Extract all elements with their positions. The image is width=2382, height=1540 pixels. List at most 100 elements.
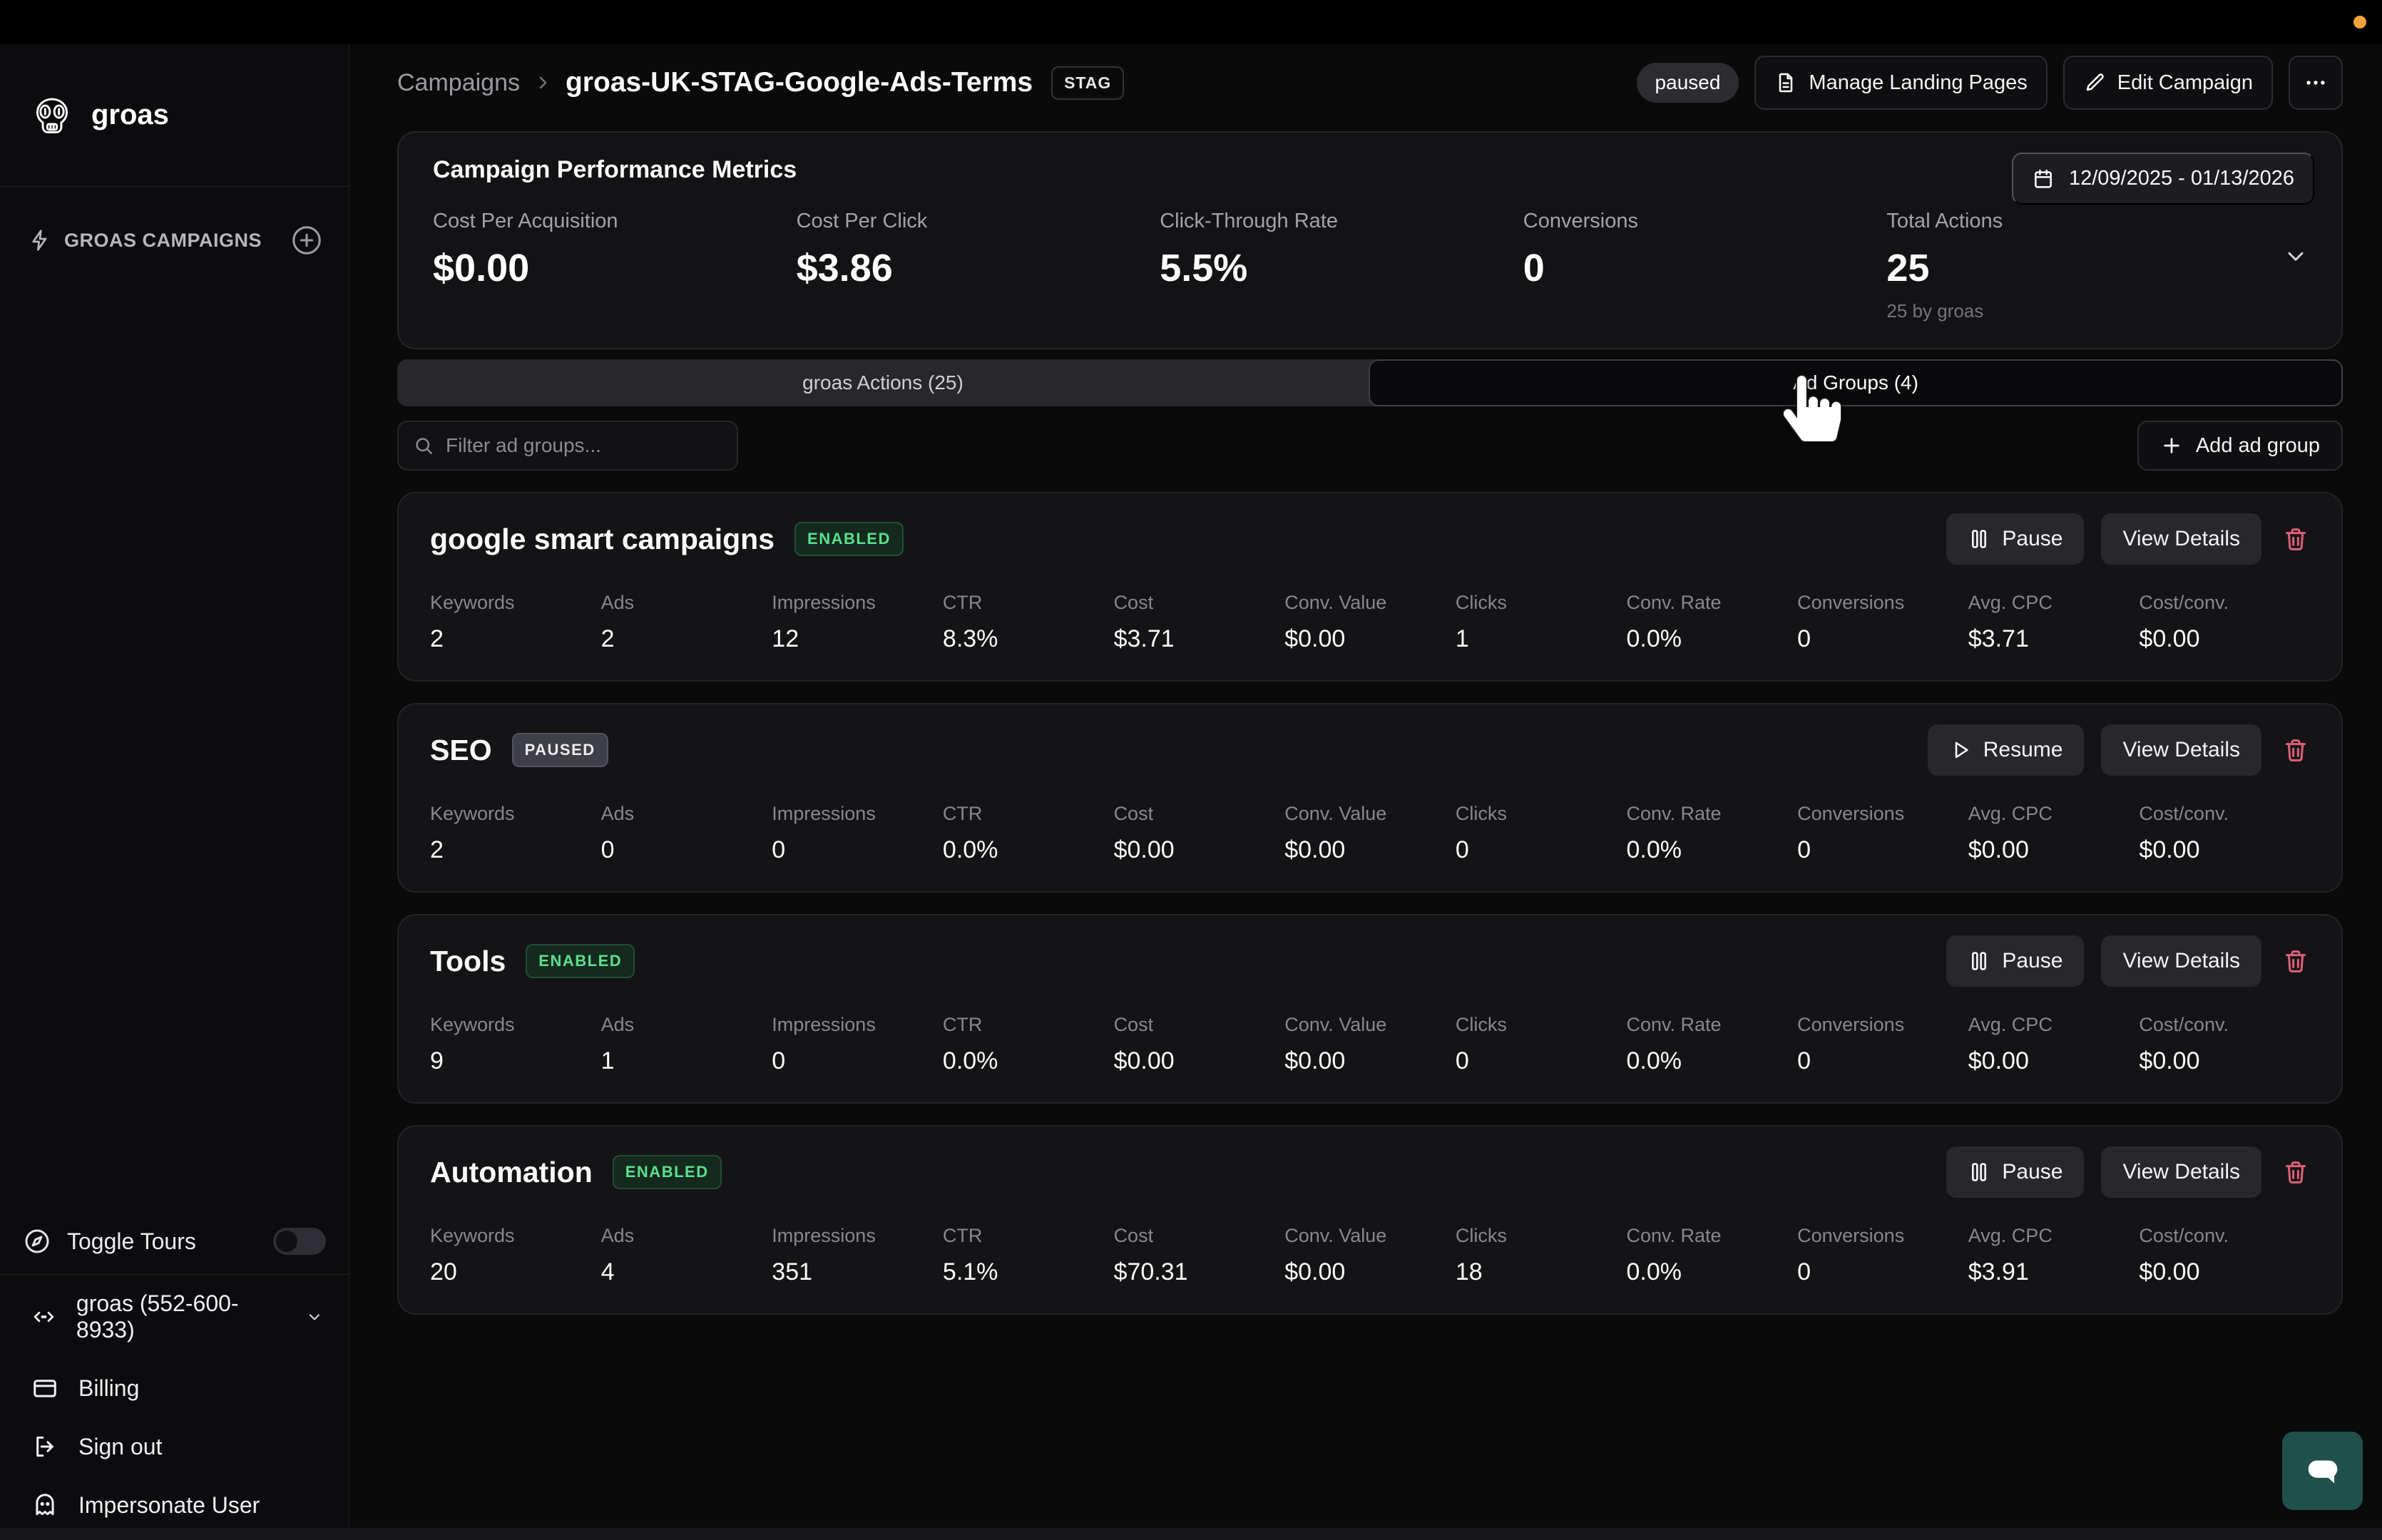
stat-value: $0.00 [2139,836,2200,863]
chat-launcher-button[interactable] [2282,1432,2363,1510]
stat-cell: Ads 0 [601,803,772,864]
delete-ad-group-button[interactable] [2279,525,2310,553]
stat-label: Ads [600,803,635,824]
stat-label: Cost/conv. [2139,1014,2229,1035]
ad-group-status-badge: ENABLED [612,1155,722,1189]
stat-value: $0.00 [2139,1047,2200,1074]
stat-value: $0.00 [1284,1047,1346,1074]
stat-value: 8.3% [942,625,998,652]
expand-metrics-chevron-icon[interactable] [2283,243,2309,269]
stat-cell: Conv. Rate 0.0% [1626,1225,1797,1286]
stat-label: CTR [942,592,983,613]
stat-cell: Ads 2 [601,592,772,653]
tab-groas-actions[interactable]: groas Actions (25) [397,359,1369,406]
stat-label: Cost/conv. [2139,1225,2229,1246]
stat-label: Clicks [1455,1014,1507,1035]
stat-value: 2 [430,625,444,652]
stat-label: Conv. Value [1284,592,1387,613]
stat-value: 0.0% [1626,1047,1682,1074]
ad-group-name: google smart campaigns [430,522,775,555]
view-details-button[interactable]: View Details [2101,935,2261,987]
brand-logo: groas [0,44,349,187]
pause-resume-label: Resume [1983,738,2063,761]
stat-cell: Keywords 9 [430,1014,601,1075]
toggle-tours-switch[interactable] [273,1228,326,1255]
sidebar-item-account[interactable]: groas (552-600-8933) [0,1275,349,1359]
stat-cell: Conv. Value $0.00 [1284,1014,1456,1075]
stat-cell: Clicks 0 [1456,803,1627,864]
stat-label: Conv. Value [1284,1225,1387,1246]
trash-icon [2286,1161,2306,1184]
compass-icon [25,1229,49,1253]
metric-cost-per-click: Cost Per Click $3.86 [797,210,1160,322]
add-ad-group-button[interactable]: Add ad group [2137,421,2343,471]
stat-cell: Ads 4 [601,1225,772,1286]
ad-group-status-badge: PAUSED [511,733,608,767]
stat-label: Conv. Rate [1626,803,1722,824]
stat-label: Conv. Rate [1626,592,1722,613]
date-range-button[interactable]: 12/09/2025 - 01/13/2026 [2011,153,2314,205]
view-details-button[interactable]: View Details [2101,724,2261,776]
tab-ad-groups[interactable]: Ad Groups (4) [1369,359,2343,406]
stat-cell: Impressions 12 [772,592,943,653]
stat-value: $3.71 [1968,625,2029,652]
pause-icon [1972,952,1987,970]
view-details-button[interactable]: View Details [2101,1146,2261,1198]
stat-value: 0.0% [1626,625,1682,652]
stat-cell: Cost $70.31 [1114,1225,1285,1286]
more-options-button[interactable] [2289,56,2343,110]
stat-value: 9 [430,1047,444,1074]
page-title: groas-UK-STAG-Google-Ads-Terms [565,67,1033,98]
stat-cell: Avg. CPC $3.71 [1968,592,2140,653]
delete-ad-group-button[interactable] [2279,736,2310,764]
pause-resume-button[interactable]: Pause [1946,513,2085,565]
add-campaign-button[interactable] [290,224,323,257]
stat-label: Conv. Rate [1626,1225,1722,1246]
manage-landing-pages-button[interactable]: Manage Landing Pages [1754,56,2048,110]
pause-icon [1972,530,1987,548]
pause-resume-button[interactable]: Pause [1946,1146,2085,1198]
filter-ad-groups-input[interactable] [446,434,722,457]
stat-cell: Cost $3.71 [1114,592,1285,653]
stat-value: $0.00 [1284,625,1346,652]
pause-resume-label: Pause [2002,1160,2063,1184]
metric-label: Conversions [1523,210,1638,232]
stat-label: Impressions [772,803,876,824]
stat-label: Conversions [1797,1225,1905,1246]
stat-value: $0.00 [2139,1258,2200,1285]
view-details-button[interactable]: View Details [2101,513,2261,565]
stat-cell: Cost/conv. $0.00 [2139,803,2310,864]
sidebar-item-billing[interactable]: Billing [0,1359,349,1417]
stat-label: CTR [942,803,983,824]
ad-group-name: SEO [430,733,492,766]
brand-name: groas [91,99,169,130]
stat-label: Impressions [772,592,876,613]
stat-label: Keywords [430,1225,515,1246]
view-details-label: View Details [2122,1160,2240,1184]
stat-cell: Cost/conv. $0.00 [2139,1014,2310,1075]
pause-resume-button[interactable]: Pause [1946,935,2085,987]
recording-dot [2353,16,2366,29]
sidebar-item-impersonate-user[interactable]: Impersonate User [0,1476,349,1534]
stat-label: Conv. Rate [1626,1014,1722,1035]
stat-label: Ads [600,1014,635,1035]
stat-value: 0 [1455,1047,1469,1074]
sidebar-item-sign-out[interactable]: Sign out [0,1417,349,1476]
stat-cell: Conversions 0 [1797,592,1968,653]
stat-value: $0.00 [2139,625,2200,652]
chat-bubble-icon [2308,1460,2337,1484]
breadcrumb-campaigns-link[interactable]: Campaigns [397,68,520,96]
stat-label: Conv. Value [1284,1014,1387,1035]
stat-value: 5.1% [942,1258,998,1285]
metric-sub-label: 25 by groas [1886,300,1984,322]
ad-group-stats: Keywords 9 Ads 1 Impressions 0 CTR 0.0% Cost $0.0… [430,1014,2310,1075]
edit-campaign-button[interactable]: Edit Campaign [2062,56,2273,110]
pause-resume-button[interactable]: Resume [1927,724,2085,776]
billing-label: Billing [78,1375,140,1401]
delete-ad-group-button[interactable] [2279,947,2310,975]
stat-label: Keywords [430,592,515,613]
delete-ad-group-button[interactable] [2279,1158,2310,1186]
stat-label: Cost/conv. [2139,592,2229,613]
sidebar-item-groas-campaigns[interactable]: GROAS CAMPAIGNS [29,229,262,252]
lightning-icon [32,230,47,251]
